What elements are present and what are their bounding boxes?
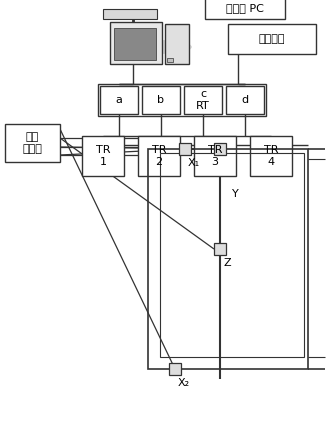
Bar (205, 0, 285, 19)
Text: 控制面板: 控制面板 (259, 34, 285, 44)
Text: TR
2: TR 2 (152, 145, 166, 167)
Text: 上位机 PC: 上位机 PC (226, 3, 264, 13)
Text: Z: Z (223, 258, 230, 268)
Bar (214, 143, 226, 155)
Bar (110, 22, 162, 64)
Text: TR
4: TR 4 (264, 145, 278, 167)
Bar (142, 86, 180, 114)
Bar (82, 136, 124, 176)
Bar (138, 136, 180, 176)
Bar (165, 24, 189, 64)
Bar (179, 143, 191, 155)
Bar (160, 153, 304, 357)
Text: a: a (116, 95, 122, 105)
Text: X₁: X₁ (188, 158, 200, 168)
Bar (103, 9, 157, 19)
Text: d: d (242, 95, 249, 105)
Bar (214, 243, 226, 255)
Bar (98, 84, 266, 116)
Text: TR
3: TR 3 (208, 145, 222, 167)
Text: Y: Y (232, 189, 239, 199)
Text: 伺服
电动机: 伺服 电动机 (22, 132, 43, 154)
Text: b: b (157, 95, 164, 105)
Text: TR
1: TR 1 (96, 145, 110, 167)
Bar (194, 136, 236, 176)
Text: c
RT: c RT (196, 89, 210, 111)
Ellipse shape (122, 40, 192, 54)
Bar (100, 86, 138, 114)
Bar (250, 136, 292, 176)
Bar (169, 363, 181, 375)
Bar (184, 86, 222, 114)
Bar (226, 86, 264, 114)
Bar (5, 124, 60, 162)
Bar (148, 149, 308, 369)
Bar (228, 24, 316, 54)
Text: X₂: X₂ (178, 378, 190, 388)
Bar (114, 28, 156, 60)
Bar (167, 58, 173, 62)
